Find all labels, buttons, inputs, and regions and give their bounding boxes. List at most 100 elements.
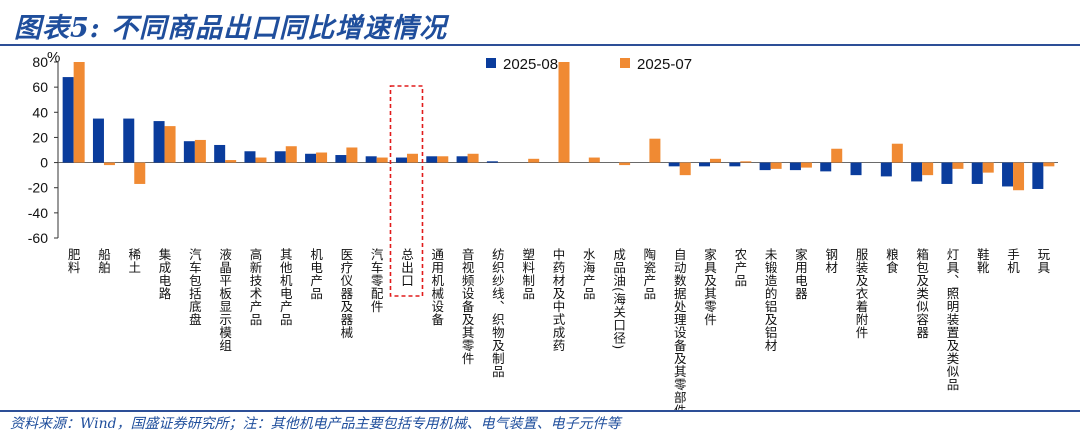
bar-2025-08 [789,162,801,171]
y-tick-label: -40 [28,205,48,221]
bar-2025-07 [285,146,297,163]
x-category-label: 手机 [1005,248,1020,274]
bar-2025-07 [649,138,661,163]
y-tick-label: 0 [40,155,48,171]
bar-2025-08 [305,153,317,163]
bar-2025-08 [941,162,953,184]
bar-2025-08 [92,118,104,163]
x-category-label: 成品油(海关口径) [611,248,626,350]
bar-2025-08 [426,156,438,163]
x-category-label: 肥料 [66,248,81,274]
bar-2025-07 [528,158,540,163]
x-category-label: 液晶平板显示模组 [217,247,232,352]
bar-2025-08 [335,155,347,163]
bar-2025-07 [831,148,843,163]
source-note: 资料来源：Wind，国盛证券研究所；注：其他机电产品主要包括专用机械、电气装置、… [10,416,621,432]
x-category-label: 鞋靴 [975,247,990,274]
x-category-label: 粮食 [884,247,899,274]
x-category-label: 机电产品 [308,248,323,300]
legend-label: 2025-07 [637,56,692,73]
bar-chart: -60 -40 -20 0 20 40 60 80 % 肥料 船舶 稀土 集成电路 汽车包括底盘 液晶平板显… [28,49,1058,410]
bar-2025-07 [437,156,449,163]
bar-2025-07 [740,161,752,163]
x-category-label: 总出口 [399,248,414,287]
x-category-label: 高新技术产品 [247,247,262,326]
x-category-label: 其他机电产品 [278,248,293,326]
y-tick-label: 60 [32,79,48,95]
x-category-label: 灯具、照明装置及类似品 [944,248,959,391]
bar-2025-08 [1002,162,1014,187]
x-category-label: 未锻造的铝及铝材 [763,248,778,352]
bar-2025-07 [679,162,691,176]
bar-2025-07 [891,143,903,163]
bar-2025-07 [103,162,115,166]
bar-2025-08 [244,151,256,163]
bar-2025-07 [1013,162,1025,191]
bar-2025-07 [225,160,237,163]
bar-2025-07 [770,162,782,169]
bar-2025-08 [395,157,407,163]
bar-2025-08 [759,162,771,171]
bar-2025-08 [274,151,286,163]
bar-2025-08 [699,162,711,167]
x-category-label: 水海产品 [581,248,596,300]
x-category-label: 服装及衣着附件 [854,248,869,339]
footer-divider [0,410,1080,412]
x-category-label: 纺织纱线、织物及制品 [490,248,505,378]
bar-2025-07 [134,162,146,184]
bar-2025-07 [982,162,994,173]
bar-2025-08 [183,141,195,163]
x-category-label: 船舶 [96,248,111,274]
y-tick-label: 80 [32,54,48,70]
bar-2025-07 [164,126,176,163]
bar-2025-08 [456,156,468,163]
y-unit-label: % [47,49,60,66]
bar-2025-08 [880,162,892,177]
x-category-label: 玩具 [1035,248,1050,274]
bar-2025-07 [406,153,418,163]
bar-2025-08 [971,162,983,184]
x-category-label: 集成电路 [157,247,172,300]
x-category-label: 家具及其零件 [702,247,717,326]
x-category-label: 钢材 [823,248,838,274]
bar-2025-08 [1032,162,1044,189]
bar-2025-08 [123,118,135,163]
x-category-label: 箱包及类似容器 [914,247,929,339]
x-category-label: 自动数据处理设备及其零部件 [672,248,687,410]
bar-2025-08 [911,162,923,182]
bar-2025-07 [467,153,479,163]
x-category-label: 稀土 [126,248,141,274]
x-category-label: 汽车包括底盘 [187,247,202,326]
bar-2025-08 [62,77,74,163]
bar-2025-08 [153,121,165,163]
x-category-label: 音视频设备及其零件 [460,247,475,365]
bar-2025-07 [922,162,934,176]
legend-swatch-2025-08 [486,58,496,68]
y-tick-label: 20 [32,129,48,145]
bar-2025-07 [800,162,812,168]
x-category-label: 陶瓷产品 [641,247,656,300]
y-tick-label: 40 [32,104,48,120]
x-category-label: 通用机械设备 [429,248,444,326]
bar-2025-07 [1043,162,1055,167]
bar-2025-08 [214,144,226,163]
figure-title: 图表5: 不同商品出口同比增速情况 [14,13,448,44]
bar-2025-07 [376,157,388,163]
bar-2025-08 [729,162,741,167]
bar-2025-07 [558,62,570,163]
bar-2025-07 [73,62,85,163]
bar-2025-07 [710,158,722,163]
x-category-label: 汽车零配件 [369,247,384,313]
highlight-box [389,85,424,297]
bar-2025-07 [255,157,267,163]
bar-2025-08 [486,161,498,163]
x-category-label: 医疗仪器及器械 [338,248,353,339]
title-divider [0,44,1080,46]
bar-2025-08 [850,162,862,176]
legend-label: 2025-08 [503,56,558,73]
x-category-label: 农产品 [732,248,747,287]
bar-2025-07 [619,162,631,166]
x-category-label: 中药材及中式成药 [551,247,566,352]
x-category-label: 塑料制品 [520,247,535,300]
bar-2025-07 [588,157,600,163]
